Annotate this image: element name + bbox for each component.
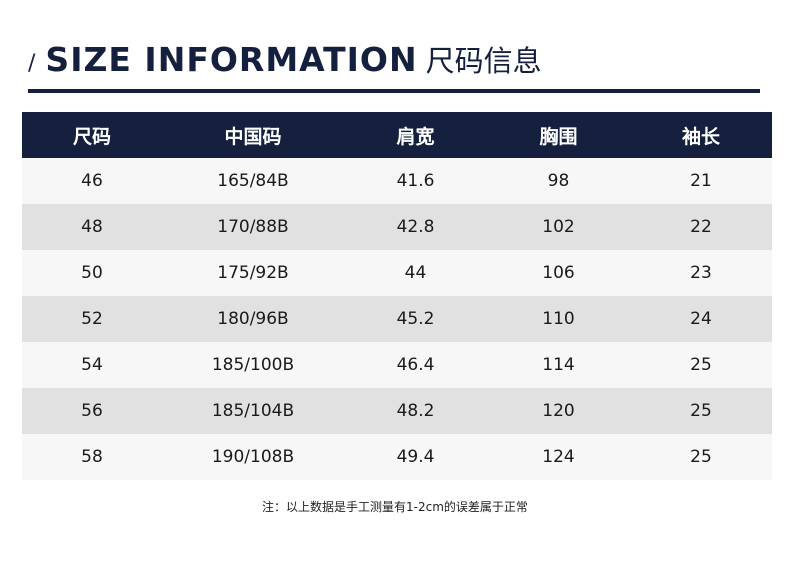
- header-shoulder: 肩宽: [344, 112, 487, 158]
- table-row: 52 180/96B 45.2 110 24: [22, 296, 772, 342]
- header-chest: 胸围: [487, 112, 630, 158]
- table-row: 54 185/100B 46.4 114 25: [22, 342, 772, 388]
- cell-china-size: 185/100B: [162, 342, 344, 388]
- cell-chest: 102: [487, 204, 630, 250]
- title-divider: [28, 89, 760, 93]
- page-title: SIZE INFORMATION: [45, 39, 418, 79]
- measurement-note: 注：以上数据是手工测量有1-2cm的误差属于正常: [262, 500, 528, 514]
- cell-size: 50: [22, 250, 162, 296]
- cell-sleeve: 25: [630, 434, 772, 480]
- table-row: 48 170/88B 42.8 102 22: [22, 204, 772, 250]
- cell-china-size: 165/84B: [162, 158, 344, 204]
- cell-chest: 98: [487, 158, 630, 204]
- cell-shoulder: 44: [344, 250, 487, 296]
- cell-sleeve: 22: [630, 204, 772, 250]
- size-table: 尺码 中国码 肩宽 胸围 袖长 46 165/84B 41.6 98 21 48…: [22, 112, 772, 480]
- cell-shoulder: 46.4: [344, 342, 487, 388]
- cell-sleeve: 21: [630, 158, 772, 204]
- cell-china-size: 175/92B: [162, 250, 344, 296]
- cell-size: 52: [22, 296, 162, 342]
- cell-china-size: 170/88B: [162, 204, 344, 250]
- cell-chest: 114: [487, 342, 630, 388]
- cell-shoulder: 42.8: [344, 204, 487, 250]
- cell-size: 48: [22, 204, 162, 250]
- cell-chest: 124: [487, 434, 630, 480]
- cell-size: 58: [22, 434, 162, 480]
- title-row: / SIZE INFORMATION 尺码信息: [28, 36, 542, 82]
- cell-chest: 120: [487, 388, 630, 434]
- table-row: 58 190/108B 49.4 124 25: [22, 434, 772, 480]
- cell-chest: 106: [487, 250, 630, 296]
- header-size: 尺码: [22, 112, 162, 158]
- cell-size: 56: [22, 388, 162, 434]
- cell-china-size: 180/96B: [162, 296, 344, 342]
- cell-sleeve: 25: [630, 342, 772, 388]
- title-slash: /: [28, 50, 36, 76]
- cell-shoulder: 49.4: [344, 434, 487, 480]
- page-title-chinese: 尺码信息: [425, 44, 542, 78]
- table-row: 50 175/92B 44 106 23: [22, 250, 772, 296]
- header-china-size: 中国码: [162, 112, 344, 158]
- table-header-row: 尺码 中国码 肩宽 胸围 袖长: [22, 112, 772, 158]
- cell-shoulder: 45.2: [344, 296, 487, 342]
- cell-shoulder: 41.6: [344, 158, 487, 204]
- cell-china-size: 185/104B: [162, 388, 344, 434]
- table-row: 56 185/104B 48.2 120 25: [22, 388, 772, 434]
- cell-size: 46: [22, 158, 162, 204]
- cell-sleeve: 25: [630, 388, 772, 434]
- cell-shoulder: 48.2: [344, 388, 487, 434]
- cell-sleeve: 24: [630, 296, 772, 342]
- cell-size: 54: [22, 342, 162, 388]
- header-sleeve: 袖长: [630, 112, 772, 158]
- cell-sleeve: 23: [630, 250, 772, 296]
- cell-chest: 110: [487, 296, 630, 342]
- table-row: 46 165/84B 41.6 98 21: [22, 158, 772, 204]
- cell-china-size: 190/108B: [162, 434, 344, 480]
